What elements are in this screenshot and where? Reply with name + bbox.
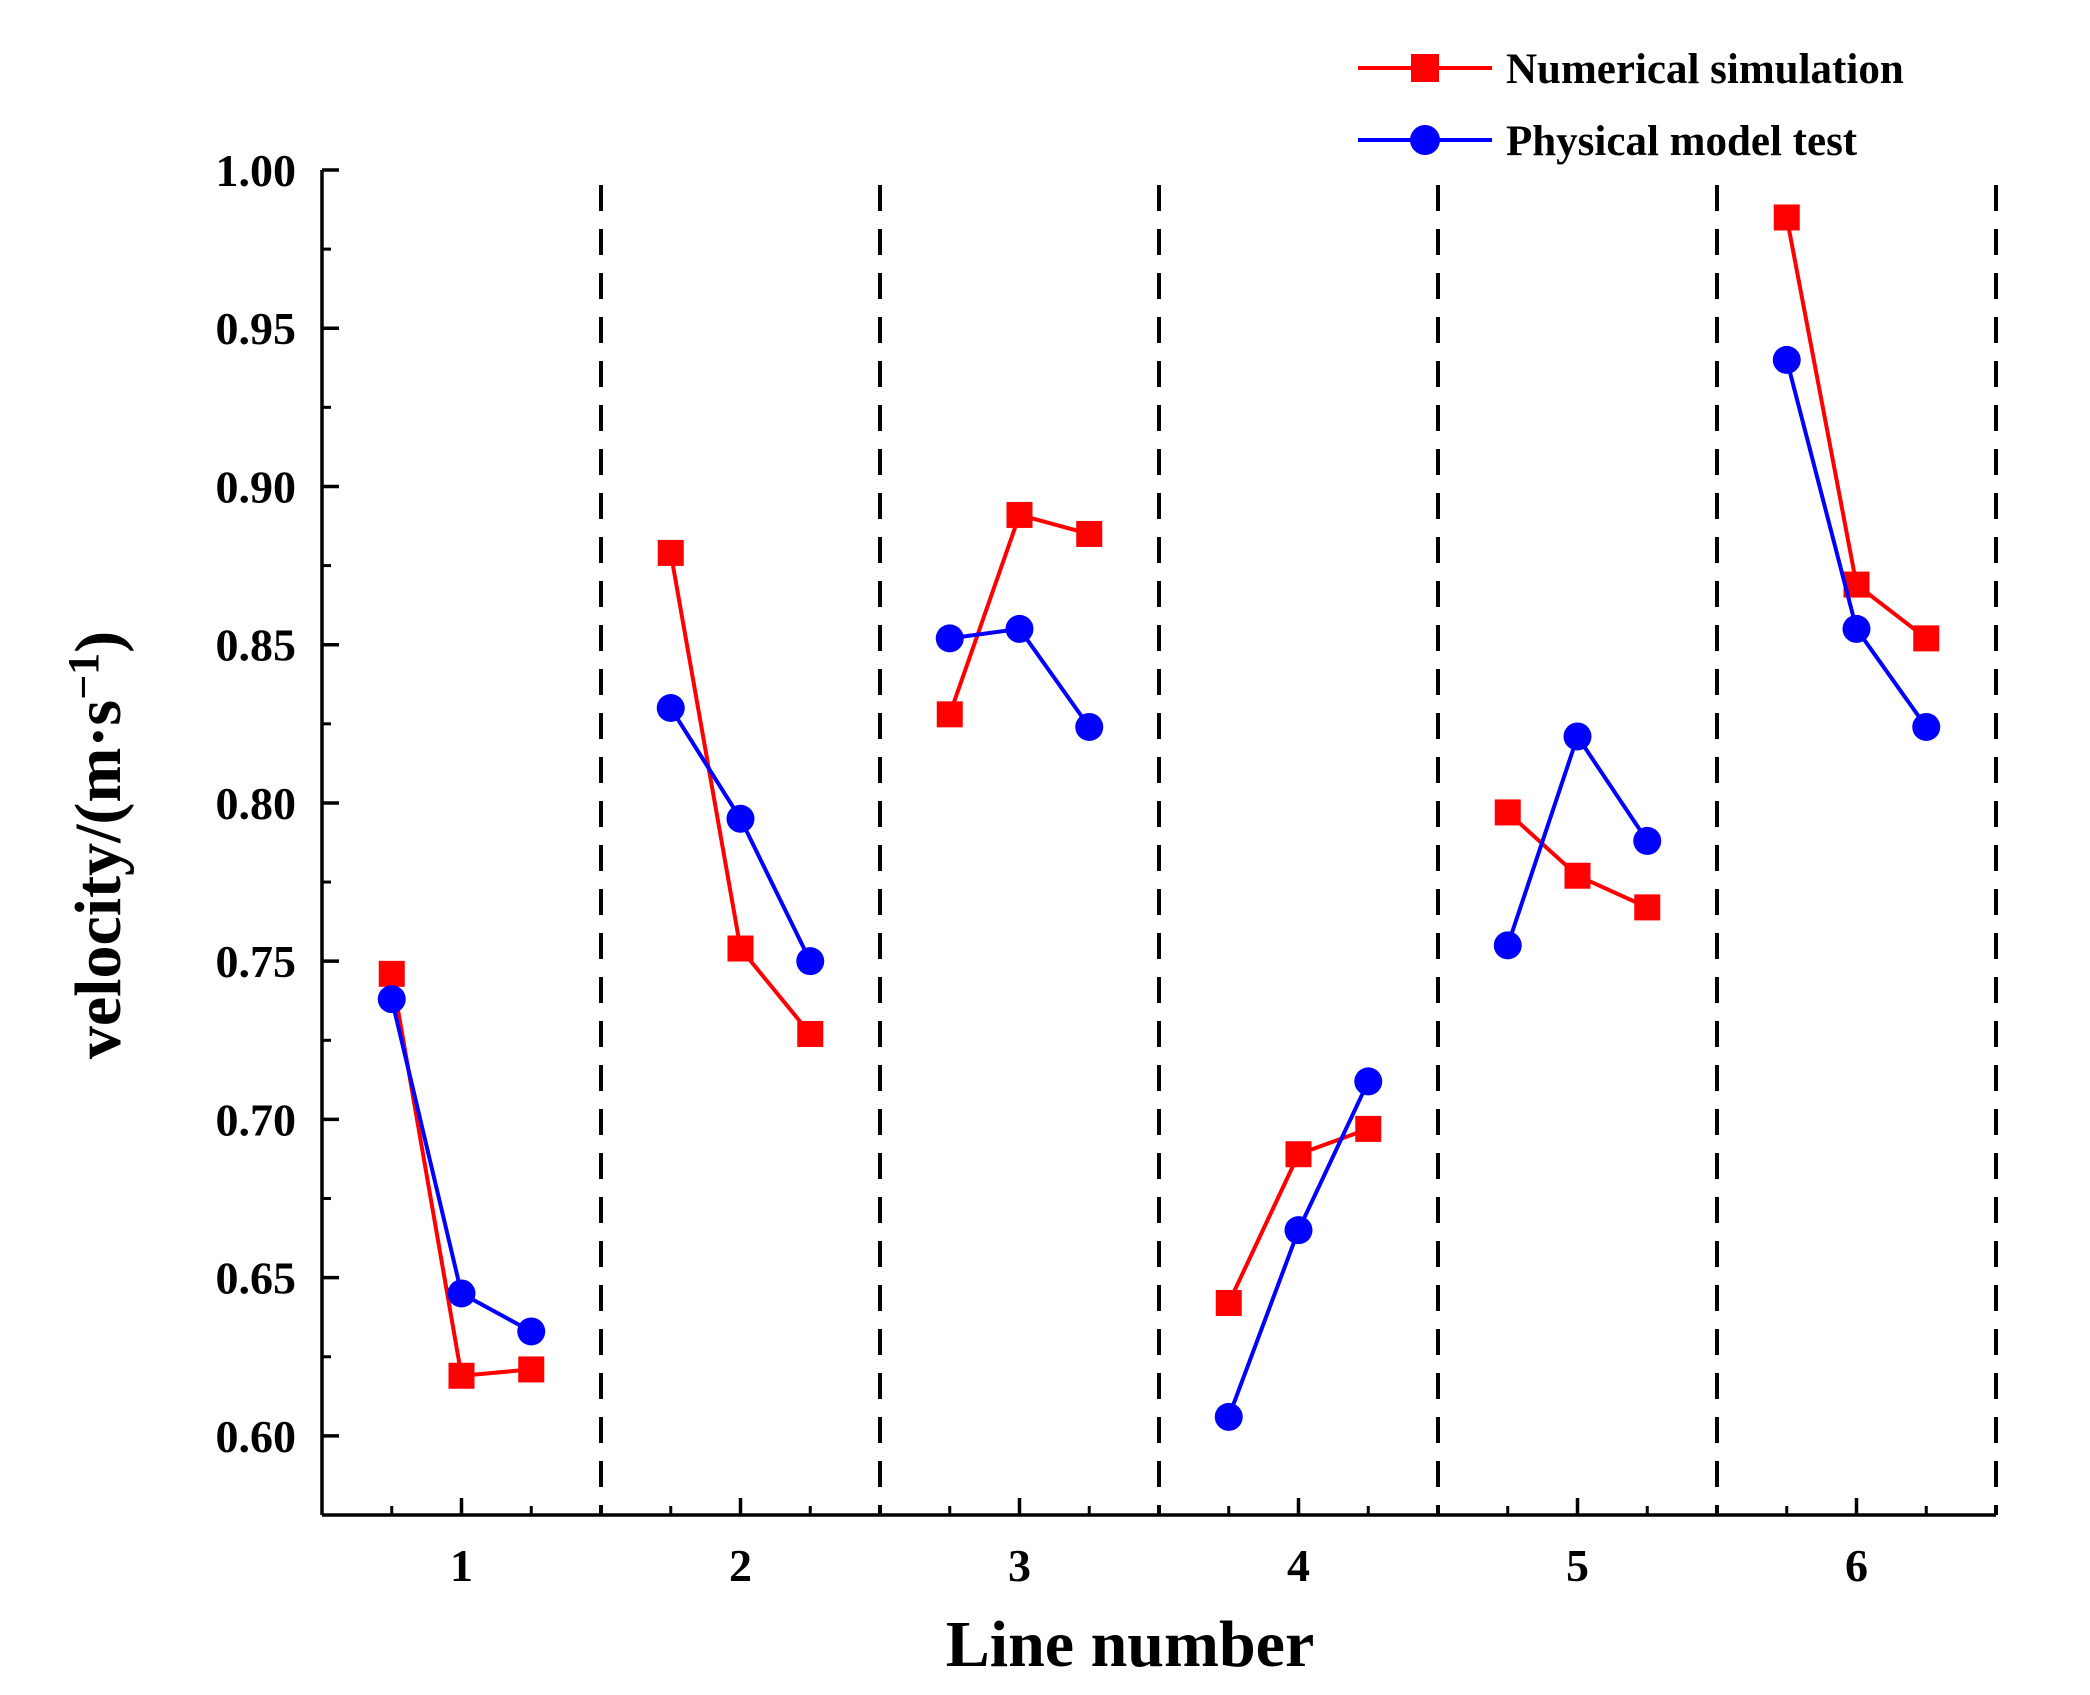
y-axis-title-main: velocity/(m·s [62, 700, 135, 1059]
y-tick-label: 0.60 [216, 1411, 297, 1462]
x-tick-label: 1 [450, 1540, 473, 1591]
x-tick-label: 5 [1566, 1540, 1589, 1591]
data-point-circle [517, 1317, 546, 1346]
data-point-circle [1912, 712, 1941, 741]
y-tick-label: 0.65 [216, 1253, 297, 1304]
data-point-circle [1284, 1216, 1313, 1245]
y-tick-label: 0.95 [216, 303, 297, 354]
series-line-group-2 [669, 706, 813, 963]
series-line-group-5 [1505, 731, 1649, 946]
group-separators [599, 185, 1998, 1515]
data-point-square [1355, 1115, 1382, 1142]
series-physical-model-test [377, 345, 1941, 1431]
y-tick-label: 0.85 [216, 620, 297, 671]
data-point-square [1634, 894, 1661, 921]
series-layer [377, 204, 1941, 1431]
data-point-circle [796, 947, 825, 976]
legend-marker-square [1411, 54, 1439, 82]
data-point-circle [377, 985, 406, 1014]
y-axis-title-exponent: −1 [59, 653, 108, 700]
series-line-group-4 [1226, 1080, 1371, 1418]
x-tick-label: 3 [1008, 1540, 1031, 1591]
series-line-group-5 [1506, 810, 1649, 910]
data-point-square [1006, 501, 1033, 528]
axes: 0.60 0.65 0.70 0.75 0.80 0.85 0.90 0.95 1.00 1 2 3 4… [216, 145, 1996, 1591]
data-point-circle [935, 624, 964, 653]
data-point-square [1773, 204, 1800, 231]
data-point-circle [1075, 712, 1104, 741]
y-axis-title: velocity/(m·s−1) [59, 631, 135, 1059]
data-point-circle [1842, 614, 1871, 643]
data-point-square [518, 1356, 545, 1383]
data-point-circle [1772, 345, 1801, 374]
data-point-circle [1005, 614, 1034, 643]
data-point-square [797, 1020, 824, 1047]
series-line-group-1 [389, 973, 532, 1378]
series-line-group-2 [668, 552, 812, 1036]
data-point-circle [1633, 826, 1662, 855]
y-tick-label: 0.80 [216, 778, 297, 829]
x-tick-label: 6 [1845, 1540, 1868, 1591]
data-point-square [1076, 520, 1103, 547]
data-point-square [378, 960, 405, 987]
legend-label: Physical model test [1506, 118, 1858, 165]
series-line-group-6 [1784, 359, 1928, 729]
data-point-circle [1493, 931, 1522, 960]
y-tick-label: 0.75 [216, 936, 297, 987]
data-point-square [1285, 1141, 1312, 1168]
data-point-circle [1214, 1402, 1243, 1431]
series-line-group-3 [949, 626, 1091, 729]
y-tick-label: 0.90 [216, 461, 297, 512]
x-tick-label: 2 [729, 1540, 752, 1591]
data-point-circle [726, 804, 755, 833]
y-tick-label: 1.00 [216, 145, 297, 196]
legend-marker-circle [1410, 125, 1440, 155]
legend-label: Numerical simulation [1506, 46, 1904, 93]
y-axis-title-close: ) [62, 631, 135, 653]
data-point-square [727, 935, 754, 962]
data-point-square [1913, 625, 1940, 652]
data-point-square [1215, 1289, 1242, 1316]
data-point-square [1564, 862, 1591, 889]
data-point-circle [447, 1279, 476, 1308]
data-point-square [936, 701, 963, 728]
series-numerical-simulation [378, 204, 1940, 1389]
data-point-square [1494, 799, 1521, 826]
y-tick-label: 0.70 [216, 1094, 297, 1145]
x-axis-title: Line number [946, 1608, 1315, 1681]
data-point-square [657, 539, 684, 566]
series-line-group-3 [947, 512, 1090, 715]
legend: Numerical simulation Physical model test [1358, 46, 1904, 165]
data-point-circle [1563, 722, 1592, 751]
data-point-circle [1354, 1067, 1383, 1096]
data-point-square [448, 1362, 475, 1389]
data-point-circle [656, 694, 685, 722]
x-tick-label: 4 [1287, 1540, 1310, 1591]
